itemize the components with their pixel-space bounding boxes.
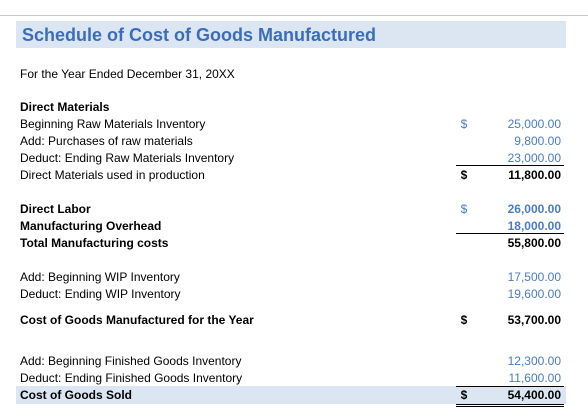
amount-cell[interactable]: 25,000.00 xyxy=(507,117,561,131)
cogs-highlight-band xyxy=(16,386,566,404)
amount-cell[interactable]: 54,400.00 xyxy=(507,388,561,402)
title-band xyxy=(16,21,566,48)
row-label: Beginning Raw Materials Inventory xyxy=(20,117,206,131)
subtotal-underline xyxy=(456,165,564,166)
subtotal-underline xyxy=(456,233,564,234)
row-beginning-finished-goods[interactable]: Add: Beginning Finished Goods Inventory … xyxy=(0,354,588,371)
row-ending-finished-goods[interactable]: Deduct: Ending Finished Goods Inventory … xyxy=(0,371,588,388)
row-ending-raw-materials[interactable]: Deduct: Ending Raw Materials Inventory 2… xyxy=(0,151,588,168)
amount-cell[interactable]: 23,000.00 xyxy=(507,151,561,165)
row-label: Total Manufacturing costs xyxy=(20,236,169,250)
amount-cell[interactable]: 12,300.00 xyxy=(507,354,561,368)
total-top-border xyxy=(456,386,564,387)
row-beginning-wip[interactable]: Add: Beginning WIP Inventory 17,500.00 xyxy=(0,270,588,287)
row-direct-labor[interactable]: Direct Labor $ 26,000.00 xyxy=(0,202,588,219)
row-manufacturing-overhead[interactable]: Manufacturing Overhead 18,000.00 xyxy=(0,219,588,236)
row-label: Manufacturing Overhead xyxy=(20,219,162,233)
amount-cell[interactable]: 26,000.00 xyxy=(507,202,561,216)
amount-cell[interactable]: 53,700.00 xyxy=(507,313,561,327)
row-label: Add: Purchases of raw materials xyxy=(20,134,193,148)
currency-symbol: $ xyxy=(460,168,468,182)
amount-cell[interactable]: 18,000.00 xyxy=(507,219,561,233)
row-purchases[interactable]: Add: Purchases of raw materials 9,800.00 xyxy=(0,134,588,151)
currency-symbol: $ xyxy=(460,202,468,216)
row-label: Add: Beginning WIP Inventory xyxy=(20,270,180,284)
row-label: Deduct: Ending Raw Materials Inventory xyxy=(20,151,235,165)
row-label: Direct Materials xyxy=(20,100,110,114)
amount-cell[interactable]: 11,800.00 xyxy=(508,168,561,182)
total-double-underline-1 xyxy=(456,404,564,405)
amount-cell[interactable]: 9,800.00 xyxy=(514,134,561,148)
amount-cell[interactable]: 55,800.00 xyxy=(507,236,561,250)
amount-cell[interactable]: 11,600.00 xyxy=(508,371,562,385)
row-label: Direct Materials used in production xyxy=(20,168,205,182)
row-label: Cost of Goods Manufactured for the Year xyxy=(20,313,254,327)
currency-symbol: $ xyxy=(460,313,468,327)
row-direct-materials-heading: Direct Materials xyxy=(0,100,588,117)
row-cost-of-goods-sold[interactable]: Cost of Goods Sold $ 54,400.00 xyxy=(0,388,588,405)
top-divider xyxy=(0,15,588,16)
row-label: Cost of Goods Sold xyxy=(20,388,132,402)
row-beginning-raw-materials[interactable]: Beginning Raw Materials Inventory $ 25,0… xyxy=(0,117,588,134)
row-label: Direct Labor xyxy=(20,202,91,216)
amount-cell[interactable]: 17,500.00 xyxy=(507,270,561,284)
currency-symbol: $ xyxy=(460,117,468,131)
row-direct-materials-used[interactable]: Direct Materials used in production $ 11… xyxy=(0,168,588,185)
row-label: Add: Beginning Finished Goods Inventory xyxy=(20,354,242,368)
row-cost-of-goods-manufactured[interactable]: Cost of Goods Manufactured for the Year … xyxy=(0,313,588,330)
total-double-underline-2 xyxy=(456,406,564,407)
row-ending-wip[interactable]: Deduct: Ending WIP Inventory 19,600.00 xyxy=(0,287,588,304)
row-total-manufacturing-costs[interactable]: Total Manufacturing costs 55,800.00 xyxy=(0,236,588,253)
page-title: Schedule of Cost of Goods Manufactured xyxy=(22,25,377,45)
row-label: Deduct: Ending Finished Goods Inventory xyxy=(20,371,243,385)
amount-cell[interactable]: 19,600.00 xyxy=(507,287,561,301)
currency-symbol: $ xyxy=(460,388,468,402)
period-label: For the Year Ended December 31, 20XX xyxy=(20,67,235,81)
row-label: Deduct: Ending WIP Inventory xyxy=(20,287,181,301)
